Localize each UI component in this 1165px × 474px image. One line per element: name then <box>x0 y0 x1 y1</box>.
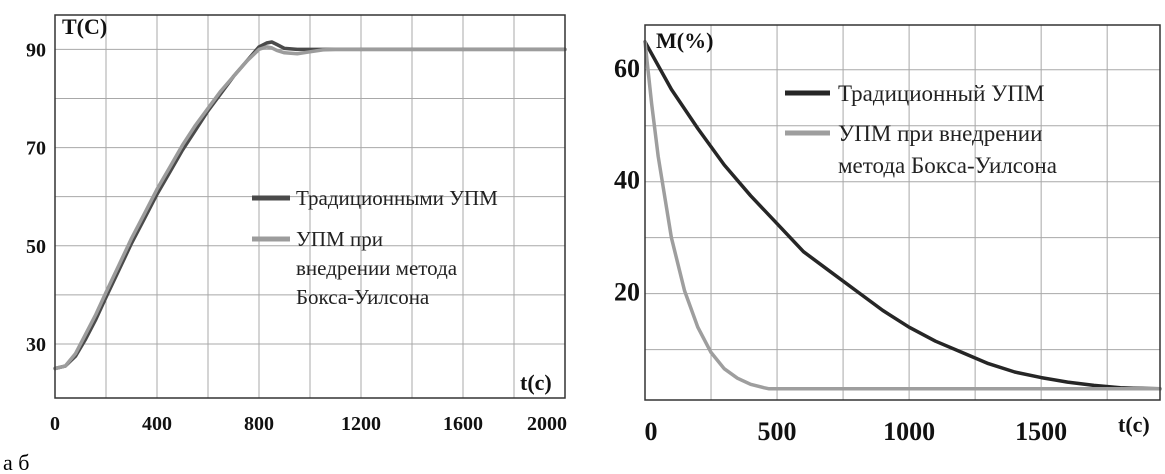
legend-a: Традиционными УПМ УПМ при внедрении мето… <box>252 186 498 309</box>
x-tick-label-0-2: 800 <box>244 413 274 435</box>
x-axis-title-a: t(c) <box>520 370 552 395</box>
x-tick-label-1-1: 500 <box>758 417 797 446</box>
grid-a <box>55 15 565 398</box>
legend-label-box-wilson-a-line1: УПМ при <box>296 227 383 251</box>
x-tick-label-1-0: 0 <box>645 417 658 446</box>
legend-b: Традиционный УПМ УПМ при внедрении метод… <box>785 81 1057 178</box>
series-group-b <box>643 40 1162 391</box>
legend-label-traditional-b: Традиционный УПМ <box>838 81 1044 106</box>
legend-label-box-wilson-a-line2: внедрении метода <box>296 256 458 280</box>
y-tick-label-0-2: 70 <box>26 138 46 160</box>
y-axis-title-b: M(%) <box>656 28 713 53</box>
plot-frame-a <box>54 14 566 399</box>
y-tick-label-1-0: 20 <box>614 278 640 307</box>
figure-caption: а б <box>3 450 29 474</box>
tick-labels-a: 0 400 800 1200 1600 2000 30 50 70 90 <box>26 39 567 435</box>
x-axis-title-b: t(c) <box>1118 412 1150 437</box>
y-tick-label-0-3: 90 <box>26 39 46 61</box>
legend-label-traditional-a: Традиционными УПМ <box>296 186 498 210</box>
legend-label-box-wilson-b-line2: метода Бокса-Уилсона <box>838 153 1057 178</box>
plot-frame-b <box>644 24 1161 401</box>
y-axis-title-a: T(C) <box>62 14 107 39</box>
x-tick-label-1-3: 1500 <box>1015 417 1067 446</box>
legend-label-box-wilson-a-line3: Бокса-Уилсона <box>296 285 430 309</box>
series-group-a <box>53 40 567 371</box>
x-tick-label-1-2: 1000 <box>883 417 935 446</box>
series-line-1-1 <box>643 40 1162 391</box>
chart-panel-a: 0 400 800 1200 1600 2000 30 50 70 90 T(C) t(c) Тр… <box>26 14 567 435</box>
series-line-0-1 <box>53 45 567 371</box>
tick-labels-b: 0 500 1000 1500 20 40 60 <box>614 54 1067 446</box>
grid-b <box>645 25 1160 400</box>
x-tick-label-0-5: 2000 <box>527 413 567 435</box>
x-tick-label-0-4: 1600 <box>443 413 483 435</box>
y-tick-label-0-0: 30 <box>26 334 46 356</box>
legend-label-box-wilson-b-line1: УПМ при внедрении <box>838 121 1042 146</box>
x-tick-label-0-0: 0 <box>50 413 60 435</box>
x-tick-label-0-1: 400 <box>142 413 172 435</box>
y-tick-label-0-1: 50 <box>26 236 46 258</box>
x-tick-label-0-3: 1200 <box>341 413 381 435</box>
series-line-1-0 <box>643 40 1162 391</box>
y-tick-label-1-2: 60 <box>614 54 640 83</box>
chart-panel-b: 0 500 1000 1500 20 40 60 M(%) t(c) Традиционны… <box>614 24 1162 446</box>
y-tick-label-1-1: 40 <box>614 166 640 195</box>
